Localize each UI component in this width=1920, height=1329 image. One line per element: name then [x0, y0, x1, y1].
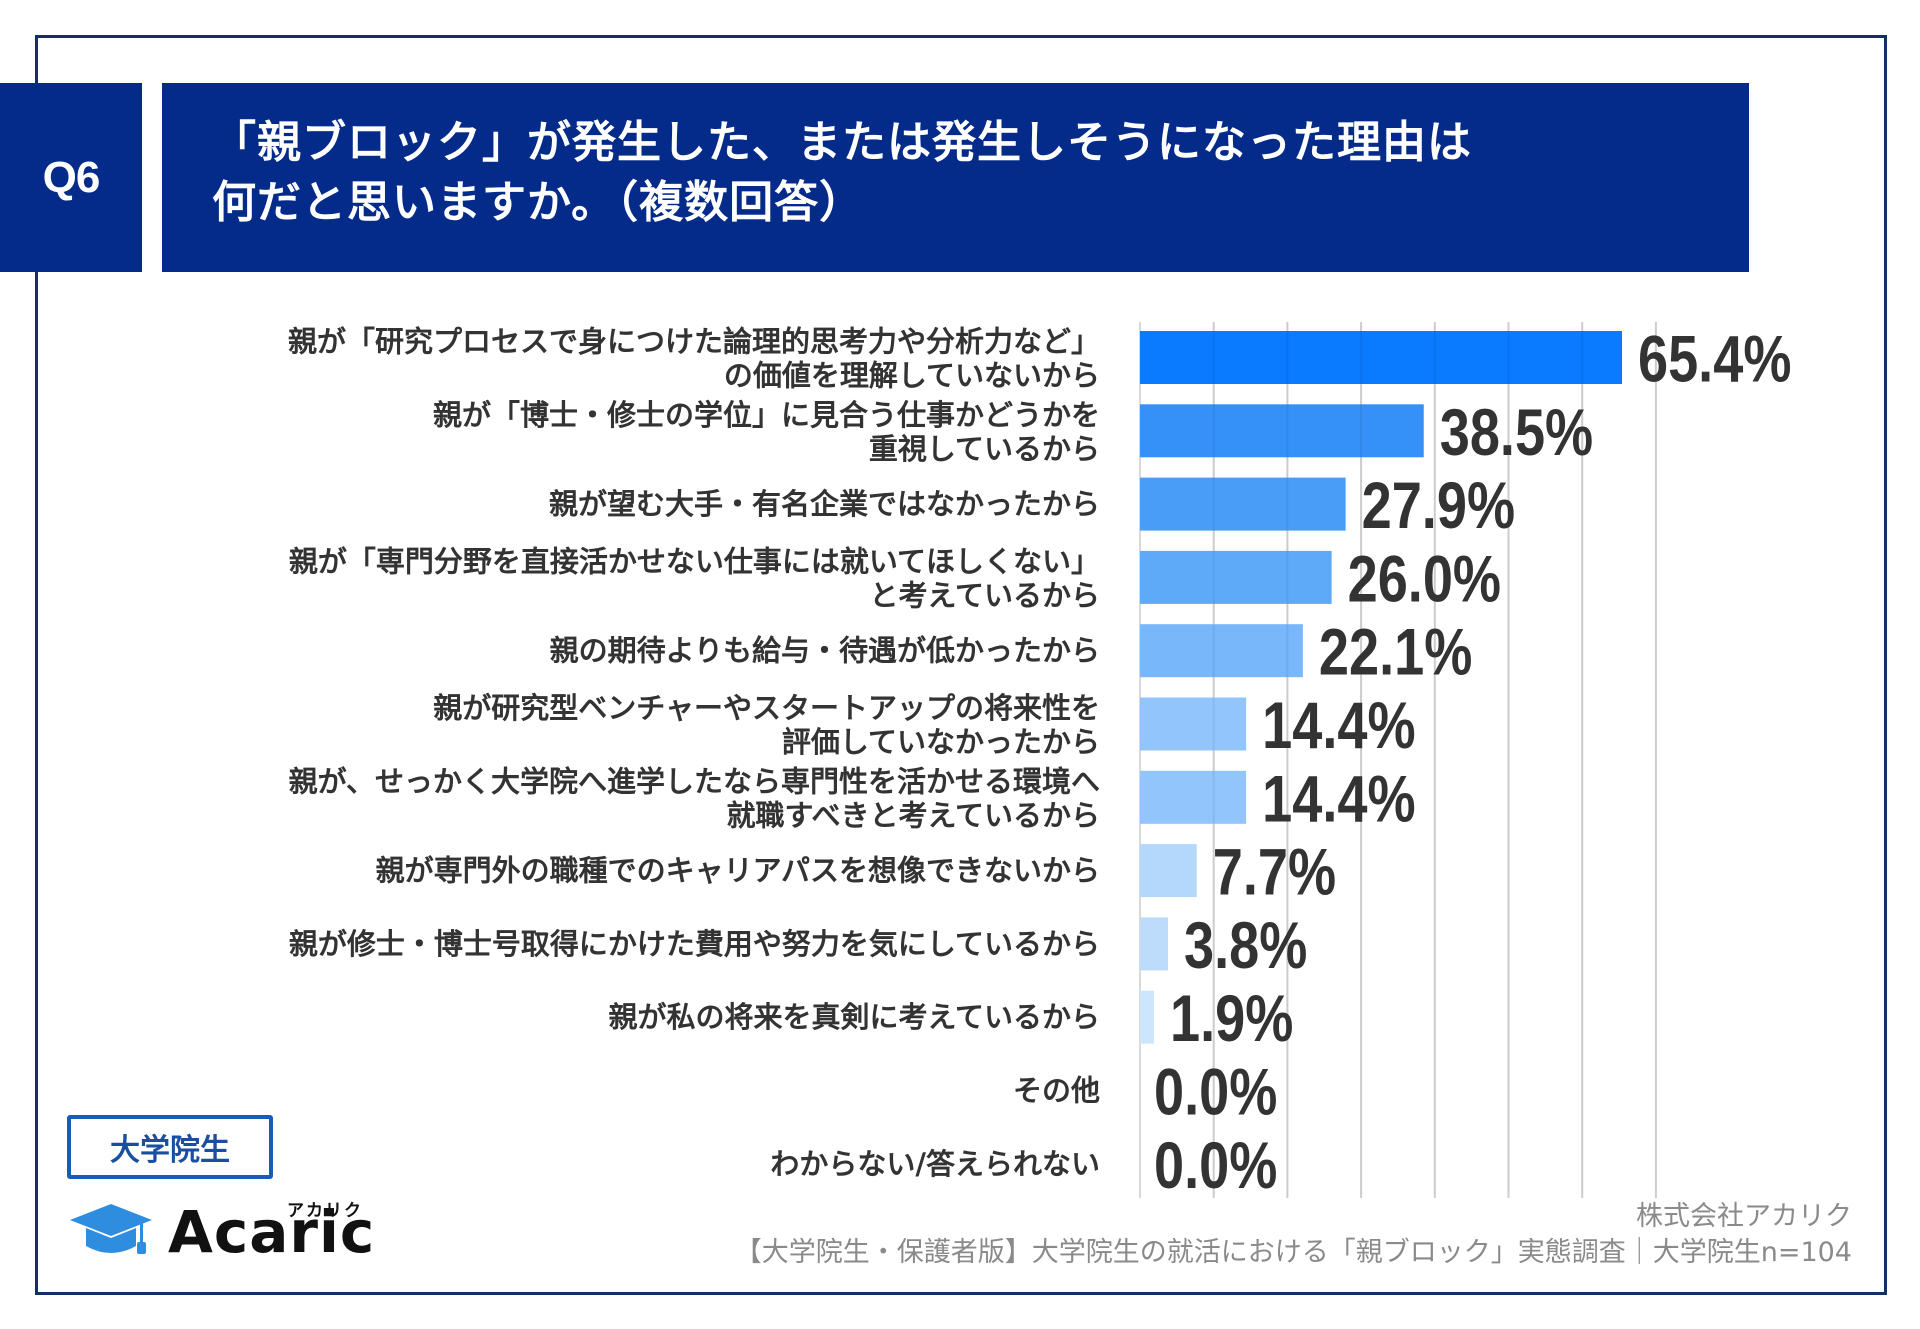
value-label: 7.7%	[1213, 834, 1336, 908]
value-label: 14.4%	[1262, 761, 1415, 835]
category-label: の価値を理解していないから	[724, 359, 1100, 393]
category-label: 親が、せっかく大学院へ進学したなら専門性を活かせる環境へ	[289, 764, 1100, 798]
category-label: 親が「博士・修士の学位」に見合う仕事かどうかを	[433, 398, 1100, 432]
value-label: 14.4%	[1262, 688, 1415, 762]
category-label: その他	[1013, 1074, 1100, 1108]
bar	[1140, 624, 1303, 678]
graduation-cap-icon	[70, 1204, 152, 1254]
respondent-group-badge: 大学院生	[67, 1115, 273, 1179]
category-label: 親の期待よりも給与・待遇が低かったから	[550, 634, 1100, 668]
value-label: 27.9%	[1362, 468, 1515, 542]
chart-frame	[35, 35, 1887, 1295]
question-number: Q6	[42, 152, 101, 202]
bars	[1140, 331, 1622, 1044]
bar	[1140, 990, 1155, 1044]
question-title-line1: 「親ブロック」が発生した、または発生しそうになった理由は	[212, 117, 1472, 168]
category-label: 評価していなかったから	[782, 725, 1100, 759]
bar	[1140, 477, 1346, 531]
logo-kana: アカリク	[287, 1201, 363, 1221]
value-label: 3.8%	[1184, 908, 1307, 982]
bar	[1140, 844, 1197, 898]
category-label: 親が望む大手・有名企業ではなかったから	[549, 487, 1100, 521]
category-label: 親が修士・博士号取得にかけた費用や努力を気にしているから	[289, 927, 1100, 961]
value-labels: 65.4%38.5%27.9%26.0%22.1%14.4%14.4%7.7%3…	[1154, 321, 1791, 1202]
value-label: 0.0%	[1154, 1054, 1277, 1128]
category-labels: 親が「研究プロセスで身につけた論理的思考力や分析力など」の価値を理解していないか…	[288, 325, 1100, 1181]
question-title-line2: 何だと思いますか。（複数回答）	[212, 177, 865, 228]
value-label: 38.5%	[1440, 395, 1593, 469]
category-label: わからない/答えられない	[770, 1147, 1100, 1181]
gridlines	[1139, 322, 1657, 1198]
category-label: 親が研究型ベンチャーやスタートアップの将来性を	[433, 691, 1100, 725]
category-label: と考えているから	[869, 578, 1100, 612]
value-label: 1.9%	[1170, 981, 1293, 1055]
value-label: 26.0%	[1348, 541, 1501, 615]
category-label: 親が専門外の職種でのキャリアパスを想像できないから	[376, 854, 1100, 888]
category-label: 親が「研究プロセスで身につけた論理的思考力や分析力など」	[288, 325, 1100, 359]
bar	[1140, 697, 1247, 751]
logo-wordmark: Acaric	[168, 1198, 376, 1266]
value-label: 22.1%	[1319, 615, 1472, 689]
question-title-banner: 「親ブロック」が発生した、または発生しそうになった理由は 何だと思いますか。（複…	[162, 83, 1749, 272]
footer-source: 【大学院生・保護者版】大学院生の就活における「親ブロック」実態調査｜大学院生n=…	[734, 1237, 1852, 1268]
bar	[1140, 770, 1247, 824]
bar	[1140, 917, 1169, 971]
footer-company: 株式会社アカリク	[1636, 1201, 1852, 1232]
category-label: 親が「専門分野を直接活かせない仕事には就いてほしくない」	[289, 544, 1100, 578]
bar	[1140, 331, 1622, 384]
category-label: 就職すべきと考えているから	[726, 798, 1100, 832]
gridlines-overlay	[1212, 322, 1657, 1198]
bar	[1140, 404, 1424, 458]
respondent-group-label: 大学院生	[110, 1133, 230, 1168]
category-label: 重視しているから	[869, 432, 1100, 466]
category-label: 親が私の将来を真剣に考えているから	[608, 1000, 1100, 1034]
question-number-badge: Q6	[0, 83, 142, 272]
value-label: 65.4%	[1638, 321, 1791, 395]
acaric-logo: Acaric アカリク	[68, 1196, 378, 1264]
bar	[1140, 550, 1332, 604]
value-label: 0.0%	[1154, 1128, 1277, 1202]
